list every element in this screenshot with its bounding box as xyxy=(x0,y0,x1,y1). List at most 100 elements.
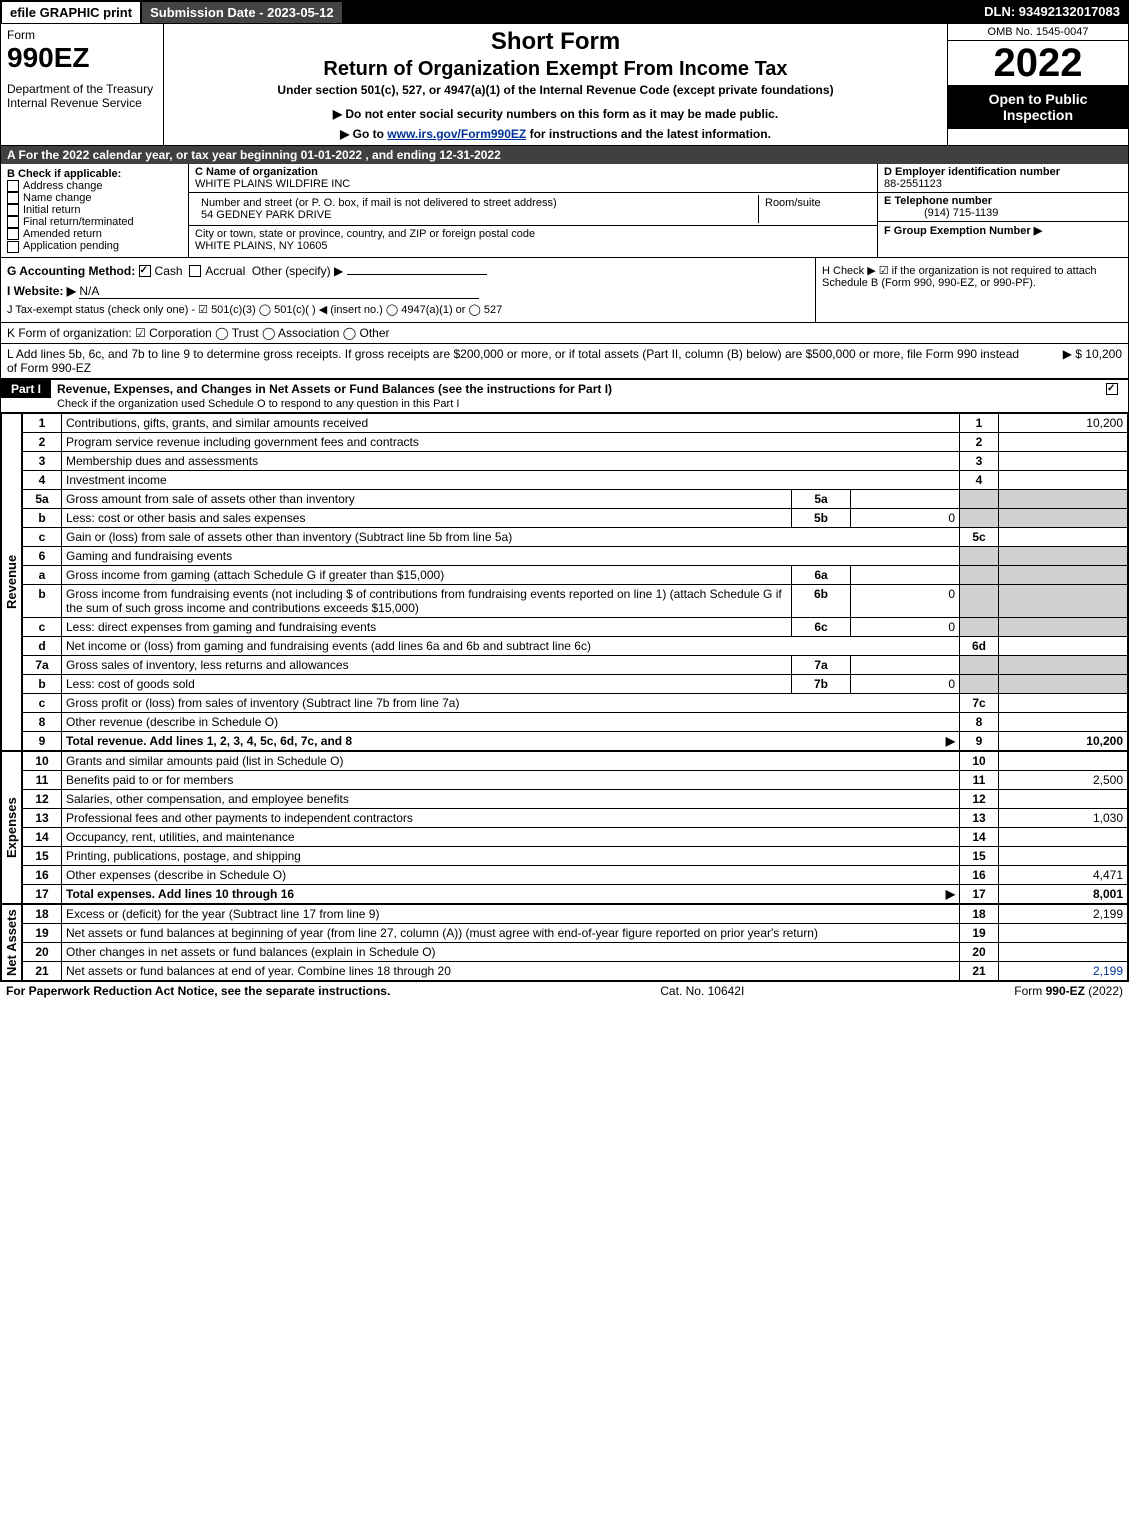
k-row: K Form of organization: ☑ Corporation ◯ … xyxy=(1,323,1128,344)
efile-label[interactable]: efile GRAPHIC print xyxy=(1,1,141,24)
netassets-side-label: Net Assets xyxy=(1,904,22,981)
info-grid: B Check if applicable: Address change Na… xyxy=(1,164,1128,258)
c-street-lbl: Number and street (or P. O. box, if mail… xyxy=(201,197,557,209)
col-c: C Name of organization WHITE PLAINS WILD… xyxy=(189,164,877,257)
h-cell: H Check ▶ ☑ if the organization is not r… xyxy=(815,258,1128,322)
c-street-cell: Number and street (or P. O. box, if mail… xyxy=(189,193,877,226)
form-number: 990EZ xyxy=(7,42,157,74)
line-11: 11Benefits paid to or for members112,500 xyxy=(23,770,1128,789)
ein: 88-2551123 xyxy=(884,178,942,190)
header-right: OMB No. 1545-0047 2022 Open to Public In… xyxy=(947,24,1128,145)
chk-final[interactable]: Final return/terminated xyxy=(7,216,182,228)
line-4: 4Investment income4 xyxy=(23,470,1128,489)
f-cell: F Group Exemption Number ▶ xyxy=(878,222,1128,239)
org-city: WHITE PLAINS, NY 10605 xyxy=(195,240,327,252)
sub-title: Under section 501(c), 527, or 4947(a)(1)… xyxy=(170,83,941,97)
open-inspection: Open to Public Inspection xyxy=(948,85,1128,129)
form-word: Form xyxy=(7,28,157,42)
c-city-cell: City or town, state or province, country… xyxy=(189,226,877,254)
netassets-section: Net Assets 18Excess or (deficit) for the… xyxy=(1,904,1128,981)
header-mid: Short Form Return of Organization Exempt… xyxy=(164,24,947,145)
org-name: WHITE PLAINS WILDFIRE INC xyxy=(195,178,350,190)
other-input[interactable] xyxy=(347,274,487,275)
chk-cash[interactable] xyxy=(139,265,151,277)
form-container: efile GRAPHIC print Submission Date - 20… xyxy=(0,0,1129,982)
expenses-table: 10Grants and similar amounts paid (list … xyxy=(22,751,1128,904)
line-5c: cGain or (loss) from sale of assets othe… xyxy=(23,527,1128,546)
d-cell: D Employer identification number 88-2551… xyxy=(878,164,1128,193)
chk-name[interactable]: Name change xyxy=(7,192,182,204)
line-3: 3Membership dues and assessments3 xyxy=(23,451,1128,470)
line-6a: aGross income from gaming (attach Schedu… xyxy=(23,565,1128,584)
expenses-side-label: Expenses xyxy=(1,751,22,904)
irs-link[interactable]: www.irs.gov/Form990EZ xyxy=(387,127,526,141)
line-20: 20Other changes in net assets or fund ba… xyxy=(23,942,1128,961)
line-13: 13Professional fees and other payments t… xyxy=(23,808,1128,827)
website: N/A xyxy=(79,284,479,299)
line-12: 12Salaries, other compensation, and empl… xyxy=(23,789,1128,808)
tax-year: 2022 xyxy=(948,41,1128,85)
dln-label: DLN: 93492132017083 xyxy=(976,1,1128,24)
part1-header: Part I Revenue, Expenses, and Changes in… xyxy=(1,379,1128,413)
expenses-section: Expenses 10Grants and similar amounts pa… xyxy=(1,751,1128,904)
line-8: 8Other revenue (describe in Schedule O)8 xyxy=(23,712,1128,731)
c-name-cell: C Name of organization WHITE PLAINS WILD… xyxy=(189,164,877,193)
line-9: 9Total revenue. Add lines 1, 2, 3, 4, 5c… xyxy=(23,731,1128,750)
note2-post: for instructions and the latest informat… xyxy=(526,127,771,141)
org-street: 54 GEDNEY PARK DRIVE xyxy=(201,209,331,221)
top-bar: efile GRAPHIC print Submission Date - 20… xyxy=(1,1,1128,24)
line-7c: cGross profit or (loss) from sales of in… xyxy=(23,693,1128,712)
part1-badge: Part I xyxy=(1,380,51,398)
col-b: B Check if applicable: Address change Na… xyxy=(1,164,189,257)
line-15: 15Printing, publications, postage, and s… xyxy=(23,846,1128,865)
line-18: 18Excess or (deficit) for the year (Subt… xyxy=(23,904,1128,923)
chk-pending[interactable]: Application pending xyxy=(7,240,182,252)
phone: (914) 715-1139 xyxy=(884,207,998,219)
d-lbl: D Employer identification number xyxy=(884,166,1060,178)
c-city-lbl: City or town, state or province, country… xyxy=(195,228,535,240)
line-6c: cLess: direct expenses from gaming and f… xyxy=(23,617,1128,636)
i-lbl: I Website: ▶ xyxy=(7,284,76,298)
line-16: 16Other expenses (describe in Schedule O… xyxy=(23,865,1128,884)
line-14: 14Occupancy, rent, utilities, and mainte… xyxy=(23,827,1128,846)
e-cell: E Telephone number (914) 715-1139 xyxy=(878,193,1128,222)
chk-address[interactable]: Address change xyxy=(7,180,182,192)
part1-chk[interactable] xyxy=(1100,380,1128,398)
line-6b: bGross income from fundraising events (n… xyxy=(23,584,1128,617)
line-5a: 5aGross amount from sale of assets other… xyxy=(23,489,1128,508)
g-cell: G Accounting Method: Cash Accrual Other … xyxy=(1,258,815,322)
c-name-lbl: C Name of organization xyxy=(195,166,318,178)
g-h-row: G Accounting Method: Cash Accrual Other … xyxy=(1,258,1128,323)
note2-pre: ▶ Go to xyxy=(340,127,387,141)
short-form-title: Short Form xyxy=(170,28,941,56)
b-label: B Check if applicable: xyxy=(7,168,182,180)
header-left: Form 990EZ Department of the Treasury In… xyxy=(1,24,164,145)
chk-initial[interactable]: Initial return xyxy=(7,204,182,216)
e-lbl: E Telephone number xyxy=(884,195,992,207)
g-lbl: G Accounting Method: xyxy=(7,264,135,278)
revenue-side-label: Revenue xyxy=(1,413,22,751)
footer-center: Cat. No. 10642I xyxy=(660,984,744,998)
footer: For Paperwork Reduction Act Notice, see … xyxy=(0,982,1129,1000)
footer-right: Form 990-EZ (2022) xyxy=(1014,984,1123,998)
j-row: J Tax-exempt status (check only one) - ☑… xyxy=(7,303,809,316)
note-1: ▶ Do not enter social security numbers o… xyxy=(170,107,941,121)
l-amt: ▶ $ 10,200 xyxy=(1022,347,1122,375)
netassets-table: 18Excess or (deficit) for the year (Subt… xyxy=(22,904,1128,981)
revenue-section: Revenue 1Contributions, gifts, grants, a… xyxy=(1,413,1128,751)
section-a: A For the 2022 calendar year, or tax yea… xyxy=(1,146,1128,164)
chk-amended[interactable]: Amended return xyxy=(7,228,182,240)
line-17: 17Total expenses. Add lines 10 through 1… xyxy=(23,884,1128,903)
line-7b: bLess: cost of goods sold7b0 xyxy=(23,674,1128,693)
l-text: L Add lines 5b, 6c, and 7b to line 9 to … xyxy=(7,347,1022,375)
line-6d: dNet income or (loss) from gaming and fu… xyxy=(23,636,1128,655)
line-6: 6Gaming and fundraising events xyxy=(23,546,1128,565)
footer-left: For Paperwork Reduction Act Notice, see … xyxy=(6,984,390,998)
line-5b: bLess: cost or other basis and sales exp… xyxy=(23,508,1128,527)
line-10: 10Grants and similar amounts paid (list … xyxy=(23,751,1128,770)
chk-accrual[interactable] xyxy=(189,265,201,277)
dept-label: Department of the Treasury Internal Reve… xyxy=(7,82,157,110)
spacer xyxy=(343,1,977,24)
line-1: 1Contributions, gifts, grants, and simil… xyxy=(23,413,1128,432)
omb-number: OMB No. 1545-0047 xyxy=(948,24,1128,41)
